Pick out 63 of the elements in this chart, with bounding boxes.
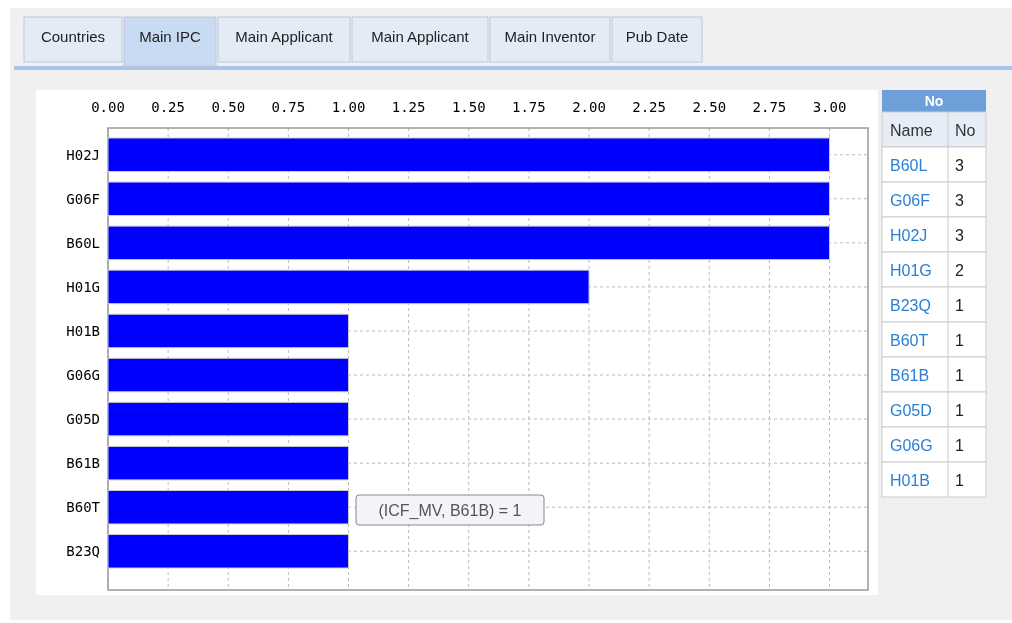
text: No: [955, 122, 976, 139]
bar: [107, 534, 350, 569]
bar: [107, 313, 350, 349]
text: Countries: [40, 28, 106, 45]
bar: [107, 269, 590, 305]
text: Main IPC: [139, 28, 202, 45]
text: Name: [890, 122, 933, 139]
data-label: 3: [955, 227, 964, 244]
x-tick-label: 2.00: [572, 99, 606, 115]
category-label: B61B: [890, 367, 930, 384]
x-tick-label: 1.50: [451, 99, 486, 115]
x-tick-label: 2.50: [692, 99, 727, 115]
y-tick-label: G06G: [66, 367, 100, 384]
y-tick-label: H01B: [66, 322, 100, 339]
x-tick-label: 0.75: [271, 99, 306, 115]
y-tick-label: G06F: [66, 190, 100, 207]
y-tick-label: H02J: [66, 146, 100, 163]
data-label: 1: [955, 332, 964, 349]
x-tick-label: 2.25: [632, 99, 666, 115]
x-tick-label: 1.00: [331, 99, 366, 115]
bar: [107, 445, 350, 481]
category-label: B60L: [890, 157, 928, 174]
bar: [107, 401, 350, 437]
x-tick-label: 2.75: [752, 99, 787, 115]
bar: [107, 489, 350, 525]
text: Main Applicant: [235, 28, 334, 45]
y-tick-label: B61B: [66, 455, 100, 472]
data-label: 1: [955, 367, 964, 384]
category-label: G05D: [890, 402, 932, 419]
category-label: G06G: [890, 437, 933, 454]
data-label: 1: [955, 297, 964, 314]
annotation: (ICF_MV, B61B) = 1: [378, 502, 522, 520]
category-label: G06F: [890, 192, 931, 209]
y-tick-label: H01G: [66, 278, 100, 295]
x-tick-label: 0.00: [91, 99, 125, 115]
x-tick-label: 1.25: [391, 99, 426, 115]
data-label: 1: [955, 437, 964, 454]
data-label: 1: [955, 472, 964, 489]
text: No: [924, 93, 944, 109]
x-tick-label: 1.75: [512, 99, 546, 115]
x-tick-label: 3.00: [812, 99, 847, 115]
data-label: 3: [955, 157, 964, 174]
y-tick-label: B60L: [66, 234, 100, 251]
text: Main Inventor: [504, 28, 596, 45]
category-label: B60T: [890, 332, 929, 349]
bar: [107, 357, 350, 393]
category-label: B23Q: [890, 297, 931, 314]
data-label: 3: [955, 192, 964, 209]
text: Main Applicant: [371, 28, 470, 45]
bar: [107, 181, 831, 217]
y-tick-label: B60T: [66, 499, 101, 516]
category-label: H01B: [890, 472, 931, 489]
data-label: 1: [955, 402, 964, 419]
category-label: H01G: [890, 262, 932, 279]
text: Pub Date: [625, 28, 689, 45]
x-tick-label: 0.25: [151, 99, 185, 115]
x-tick-label: 0.50: [211, 99, 246, 115]
y-tick-label: G05D: [66, 411, 100, 428]
category-label: H02J: [890, 227, 928, 244]
bar: [107, 137, 831, 172]
data-label: 2: [955, 262, 964, 279]
y-tick-label: B23Q: [66, 543, 100, 560]
bar: [107, 225, 831, 261]
